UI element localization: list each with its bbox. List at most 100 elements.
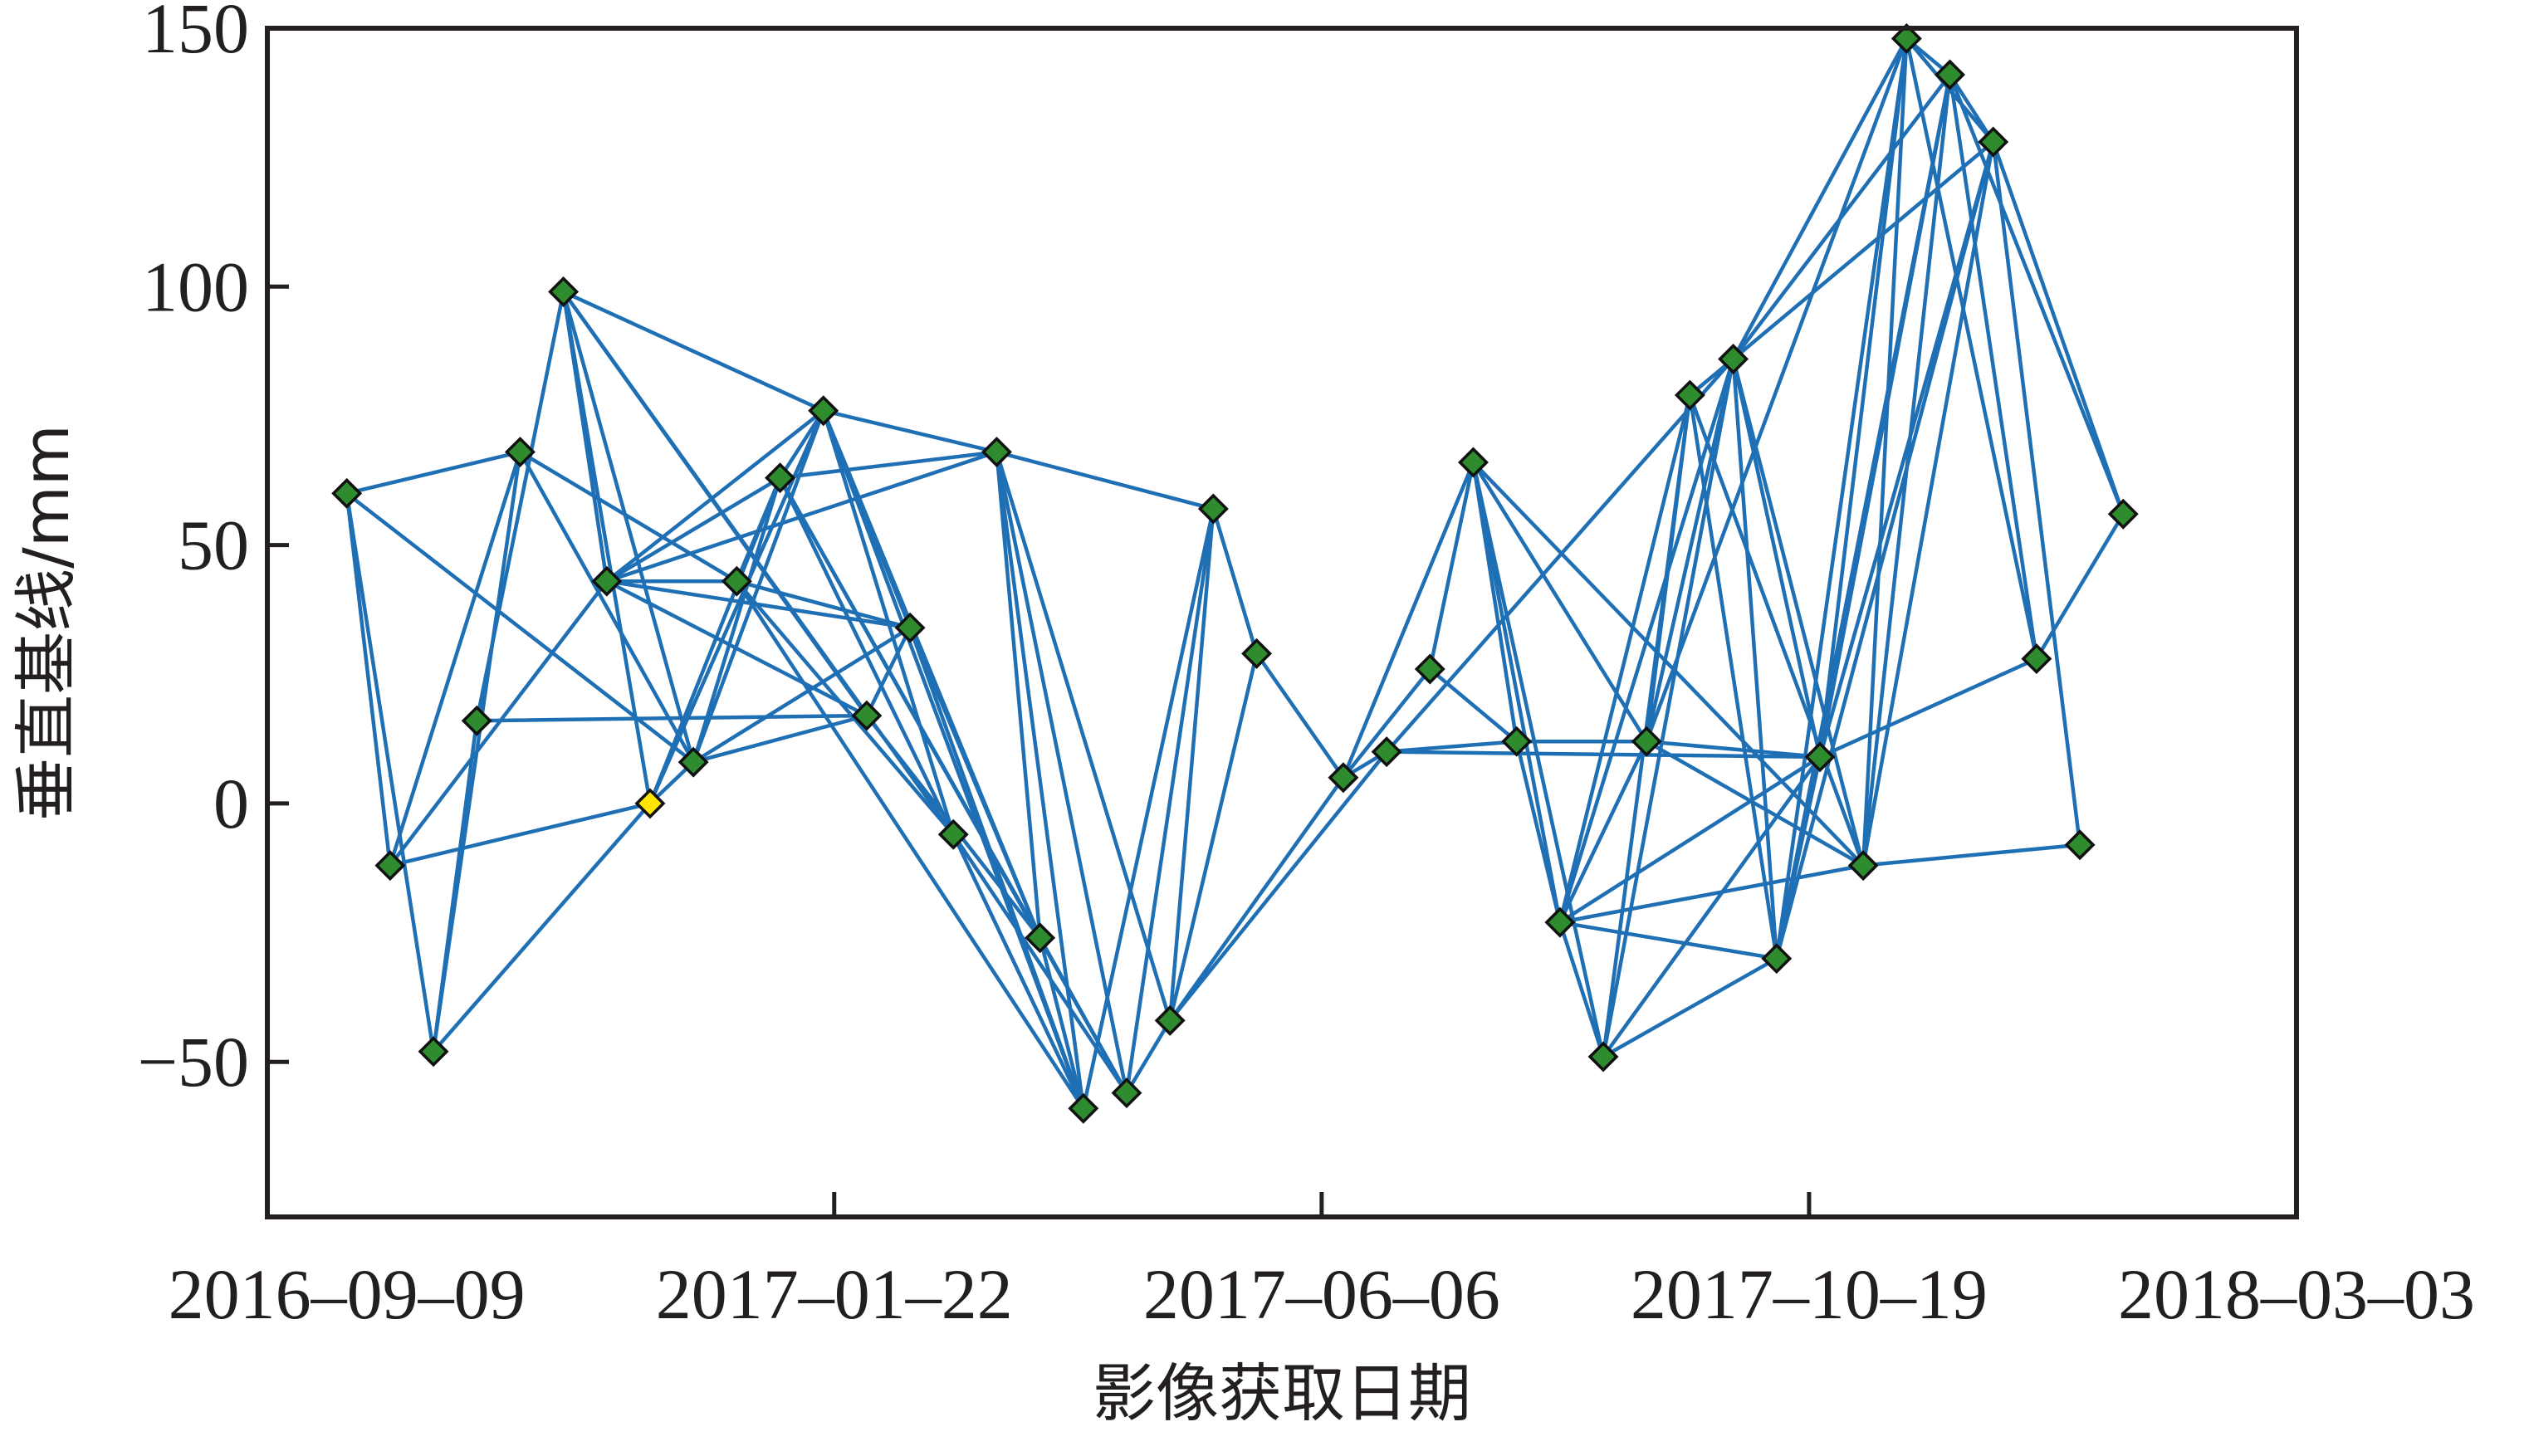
plot-frame	[265, 26, 2299, 1219]
x-tick-label: 2017–06–06	[1143, 1254, 1500, 1334]
baseline-edge	[995, 450, 1042, 941]
baseline-edge	[1861, 139, 1995, 867]
image-point	[1935, 59, 1965, 90]
baseline-edge	[1817, 37, 1909, 760]
baseline-edge	[1644, 393, 1692, 744]
baseline-edge	[778, 476, 956, 837]
x-axis-title: 影像获取日期	[1093, 1356, 1471, 1430]
y-tick-label: −50	[137, 1022, 249, 1102]
baseline-edge	[1644, 739, 1822, 760]
image-point	[1847, 850, 1879, 882]
baseline-edge	[1341, 460, 1475, 780]
baseline-edge	[1861, 843, 2082, 867]
baseline-edge	[995, 450, 1172, 1023]
baseline-edge	[1038, 936, 1129, 1095]
image-point	[1718, 343, 1749, 374]
baseline-edge	[1991, 139, 2125, 516]
image-point	[1631, 726, 1662, 757]
baseline-edge	[1081, 506, 1216, 1111]
image-point	[418, 1036, 449, 1068]
image-point	[1197, 493, 1229, 525]
baseline-edge	[691, 713, 869, 765]
baseline-edge	[1644, 37, 1909, 744]
baseline-edge	[1817, 139, 1995, 760]
x-axis: 2016–09–09 2017–01–22 2017–06–06 2017–10–19…	[169, 1192, 2475, 1334]
baseline-edge	[735, 579, 1086, 1111]
baseline-edge	[1428, 667, 1519, 744]
image-point	[548, 276, 580, 308]
image-point	[2107, 498, 2139, 530]
image-point	[374, 850, 406, 882]
y-tick-label: 0	[213, 764, 249, 843]
baseline-edge	[1167, 506, 1216, 1023]
image-point	[1978, 126, 2009, 158]
y-axis-title: 垂直基线/mm	[9, 424, 83, 821]
baseline-edge	[951, 833, 1086, 1111]
baseline-edge	[1601, 956, 1779, 1059]
baseline-edge	[1731, 357, 1866, 867]
image-point	[2064, 829, 2096, 861]
y-tick-label: 100	[142, 247, 249, 326]
image-point	[1804, 741, 1836, 773]
baseline-edge	[691, 625, 912, 765]
baseline-edge	[1731, 37, 1909, 361]
image-point	[461, 705, 492, 736]
baseline-edge	[995, 450, 1086, 1111]
baseline-edge	[1688, 393, 1866, 867]
image-point	[1414, 653, 1445, 685]
y-axis: 150 100 50 0 −50	[137, 0, 289, 1102]
image-point	[1544, 906, 1576, 938]
baseline-edge	[1384, 739, 1519, 754]
baseline-edge	[474, 713, 869, 723]
image-point	[1501, 726, 1533, 757]
baseline-edge	[518, 450, 696, 765]
baseline-edge	[604, 476, 782, 584]
baseline-edge	[1817, 657, 2039, 760]
baseline-edge	[907, 625, 1086, 1111]
baseline-edge	[691, 476, 782, 765]
baseline-edge	[1731, 357, 1779, 960]
baseline-edge	[1514, 739, 1563, 925]
baseline-edge	[778, 450, 999, 480]
image-point	[765, 462, 795, 494]
baseline-edge	[604, 408, 825, 584]
baseline-edge	[778, 408, 825, 480]
image-point	[937, 818, 969, 850]
baseline-edge	[1558, 739, 1649, 925]
baseline-edge	[1601, 357, 1735, 1059]
image-point	[591, 565, 623, 597]
baseline-edge	[1167, 775, 1346, 1023]
baseline-edge	[561, 290, 825, 413]
baseline-edge	[345, 491, 436, 1054]
baseline-edge	[1991, 139, 2082, 847]
baseline-edge	[1688, 393, 1779, 960]
reference-image-point	[634, 788, 666, 819]
baseline-edge	[1905, 37, 1995, 144]
baseline-edge	[1817, 72, 1952, 760]
baseline-edge	[1861, 37, 1909, 867]
baseline-edge	[1774, 139, 1995, 960]
baseline-edge	[1644, 739, 1866, 867]
baseline-edge	[474, 290, 565, 723]
baseline-edge	[995, 450, 1216, 511]
image-point	[2021, 643, 2052, 675]
baseline-edge	[907, 625, 1042, 941]
baseline-edge	[388, 801, 653, 867]
baseline-edge	[1038, 936, 1086, 1111]
baseline-edge	[345, 491, 393, 867]
baseline-edge	[864, 625, 912, 718]
y-tick-label: 50	[178, 506, 249, 585]
baseline-edge	[1948, 72, 1995, 144]
baseline-edge	[1471, 460, 1606, 1059]
baseline-edge	[1774, 37, 1909, 960]
baseline-edge	[648, 408, 825, 806]
baseline-edge	[1558, 755, 1822, 925]
image-point	[1328, 762, 1359, 794]
baseline-edge	[821, 408, 999, 454]
baseline-edge	[431, 450, 522, 1054]
baseline-edge	[1558, 920, 1779, 960]
baseline-edge	[1644, 357, 1735, 744]
image-point	[1371, 736, 1402, 768]
baseline-edge	[1731, 357, 1822, 760]
